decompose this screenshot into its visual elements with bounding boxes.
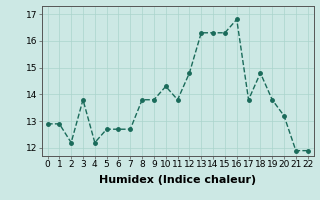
X-axis label: Humidex (Indice chaleur): Humidex (Indice chaleur)	[99, 175, 256, 185]
